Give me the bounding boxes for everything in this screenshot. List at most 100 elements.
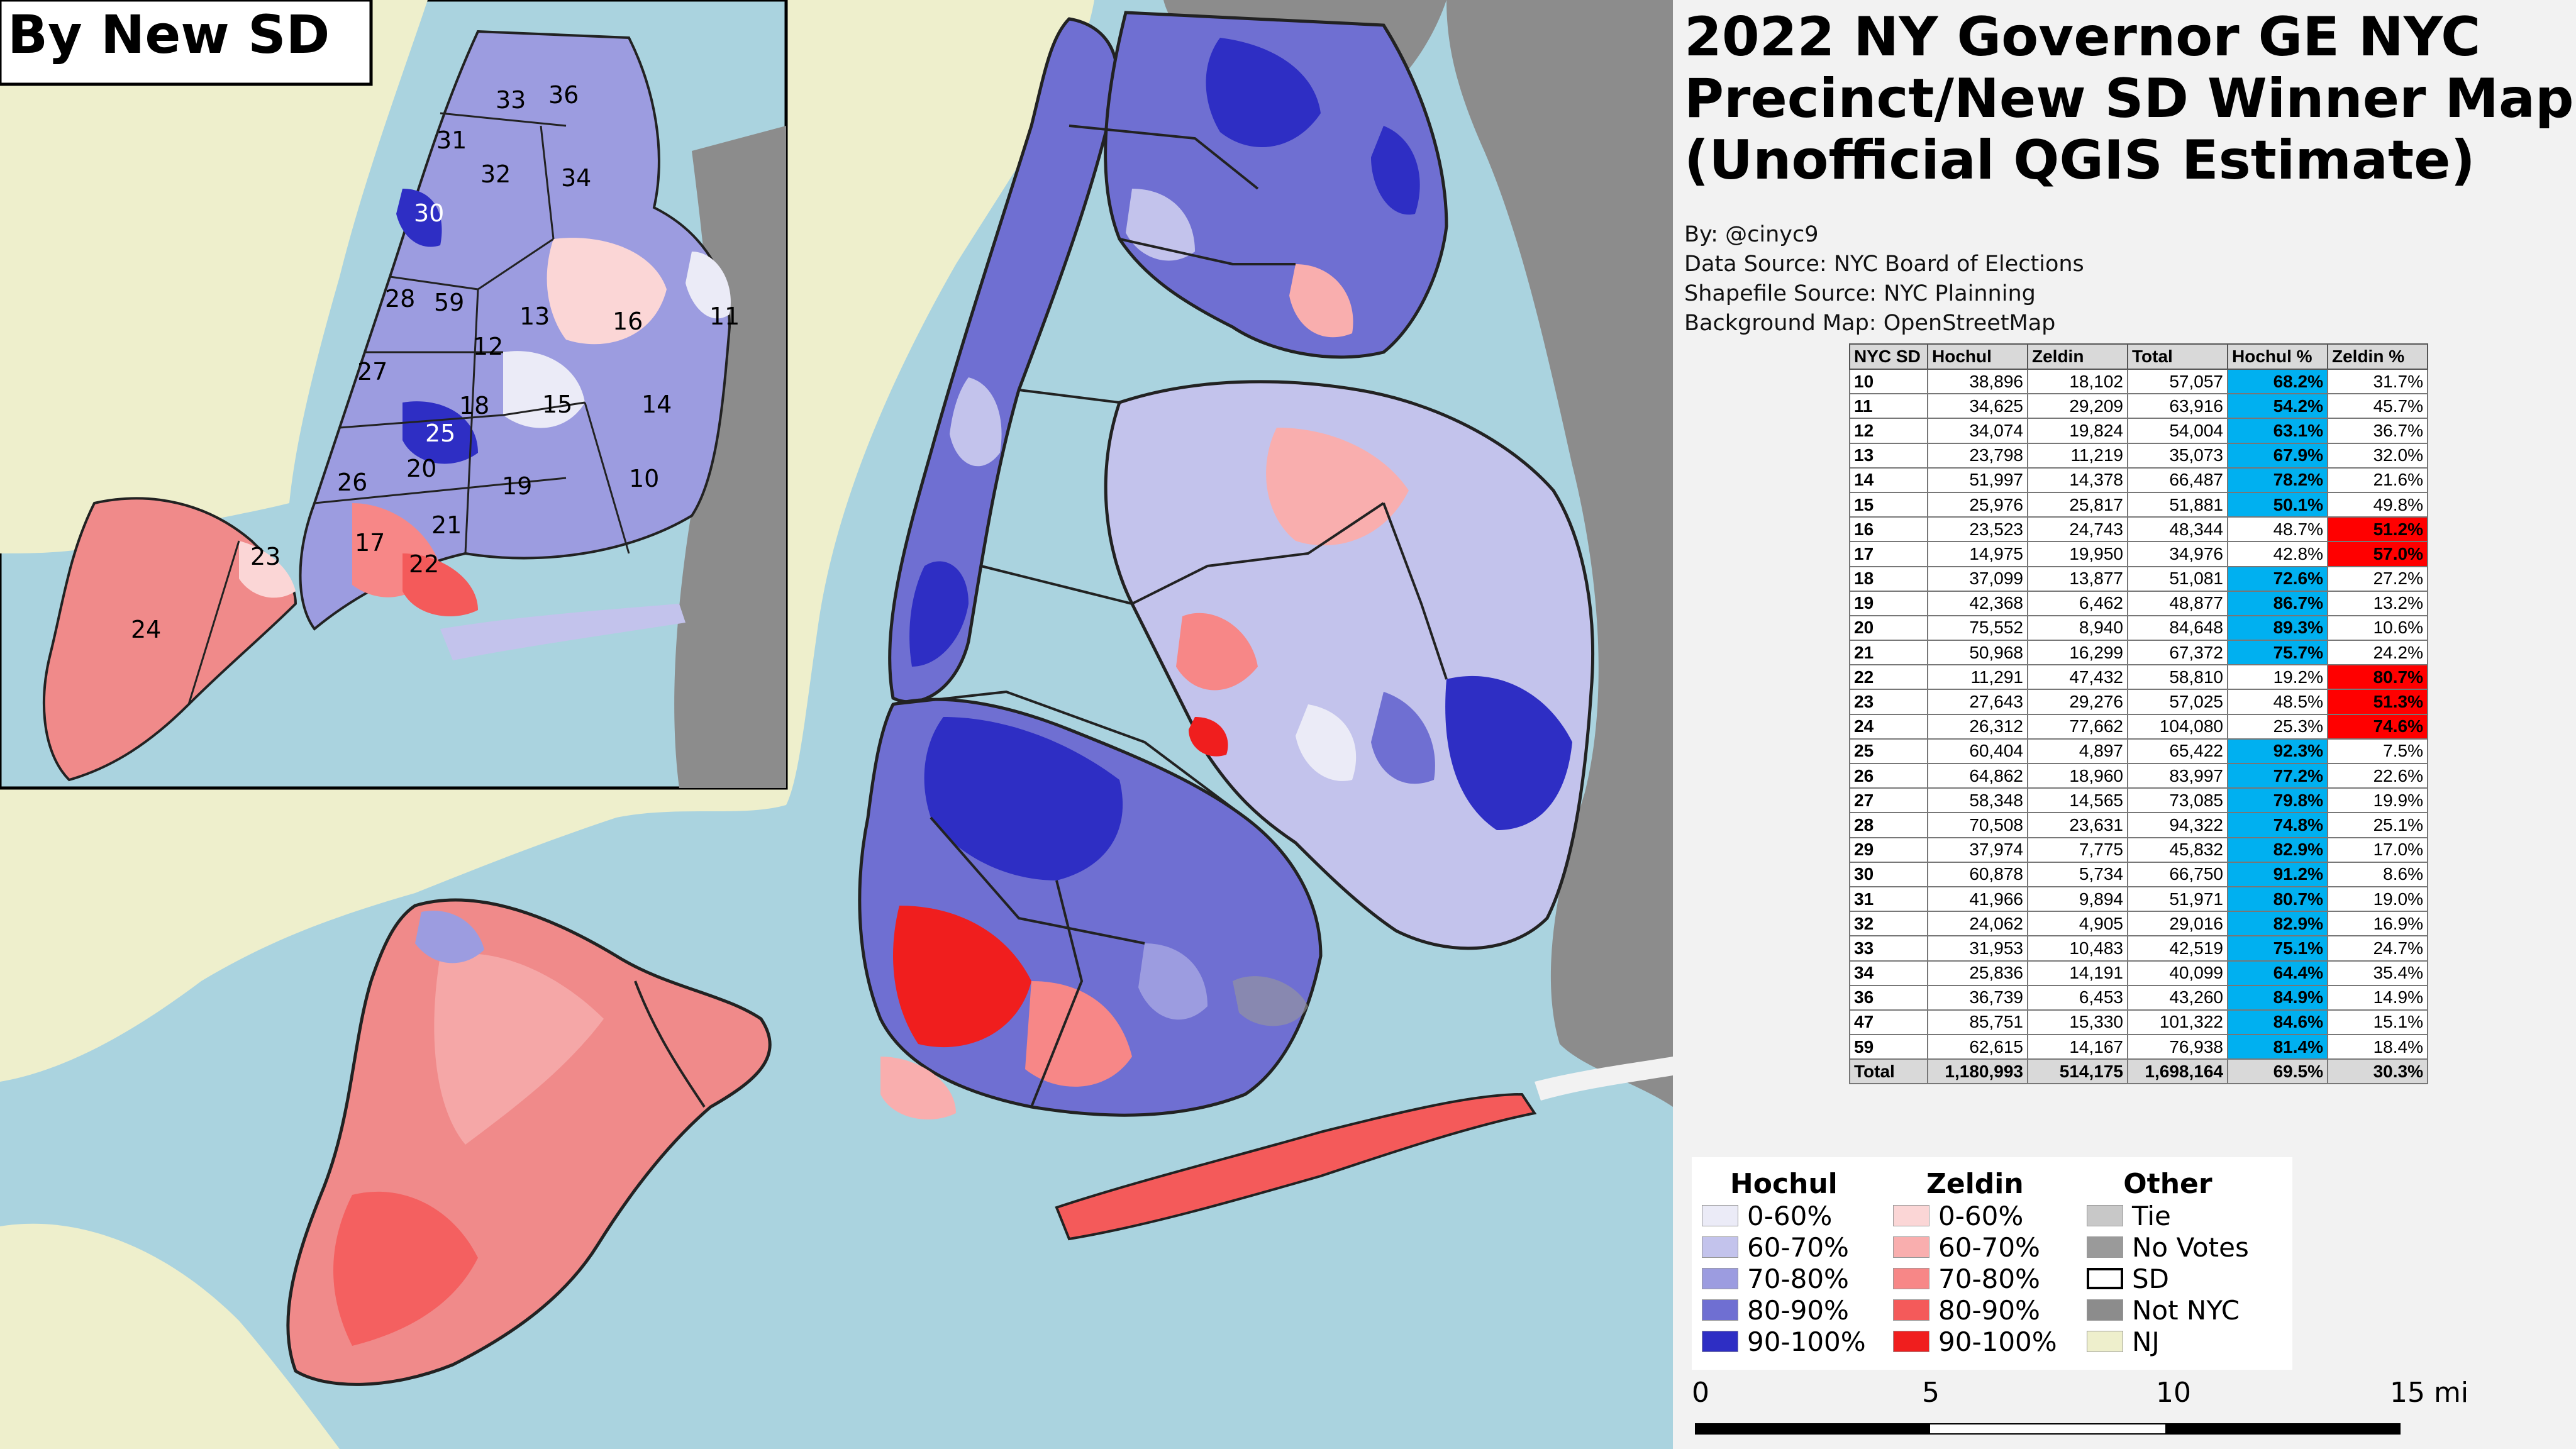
- table-row: 36 36,739 6,453 43,260 84.9% 14.9%: [1849, 984, 2428, 1011]
- table-cell-hochul: 42,368: [1927, 590, 2028, 616]
- table-cell-hochul: 64,862: [1927, 762, 2028, 789]
- author-credit: By: @cinyc9: [1684, 222, 1819, 247]
- table-cell-hochul-pct: 84.9%: [2227, 984, 2328, 1011]
- inset-map: By New SD 33 36 31 32 34 30 28 59 13 16 …: [0, 0, 788, 790]
- table-cell-hochul-pct: 89.3%: [2227, 614, 2328, 641]
- table-cell-zeldin: 14,378: [2027, 467, 2128, 493]
- scale-bar: 0 5 10 15 mi: [1692, 1377, 2572, 1446]
- shapefile-source-credit: Shapefile Source: NYC Plainning: [1684, 281, 2036, 306]
- legend-item: SD: [2087, 1263, 2249, 1294]
- table-cell-hochul-pct: 63.1%: [2227, 418, 2328, 444]
- inset-district-labels: 33 36 31 32 34 30 28 59 13 16 11 12 27 1…: [131, 81, 740, 643]
- table-cell-zeldin-pct: 15.1%: [2327, 1009, 2428, 1036]
- table-cell-sd: 20: [1849, 614, 1928, 641]
- legend-item: 80-90%: [1702, 1294, 1866, 1326]
- table-cell-hochul: 24,062: [1927, 911, 2028, 937]
- table-row: 14 51,997 14,378 66,487 78.2% 21.6%: [1849, 467, 2428, 493]
- table-cell-zeldin-pct: 74.6%: [2327, 713, 2428, 740]
- legend-item: 70-80%: [1702, 1263, 1866, 1294]
- table-cell-zeldin-pct: 7.5%: [2327, 738, 2428, 765]
- table-cell-hochul: 37,974: [1927, 836, 2028, 863]
- sd-label-34: 34: [561, 164, 591, 192]
- table-cell-sd: Total: [1849, 1058, 1928, 1085]
- table-cell-sd: 36: [1849, 984, 1928, 1011]
- table-cell-zeldin-pct: 21.6%: [2327, 467, 2428, 493]
- table-cell-zeldin-pct: 10.6%: [2327, 614, 2428, 641]
- table-cell-hochul: 51,997: [1927, 467, 2028, 493]
- table-cell-total: 43,260: [2127, 984, 2228, 1011]
- table-cell-hochul-pct: 75.1%: [2227, 935, 2328, 962]
- table-row: 59 62,615 14,167 76,938 81.4% 18.4%: [1849, 1034, 2428, 1060]
- table-cell-zeldin-pct: 24.7%: [2327, 935, 2428, 962]
- header-hochul-pct: Hochul %: [2227, 343, 2328, 370]
- legend: Hochul 0-60% 60-70% 70-80% 80-90% 90-100% Ze…: [1692, 1157, 2292, 1370]
- sd-label-12: 12: [473, 333, 503, 360]
- sd-label-59: 59: [434, 289, 464, 316]
- table-cell-zeldin: 5,734: [2027, 861, 2128, 887]
- table-cell-hochul-pct: 86.7%: [2227, 590, 2328, 616]
- table-cell-total: 63,916: [2127, 393, 2228, 419]
- table-cell-zeldin-pct: 57.0%: [2327, 541, 2428, 567]
- table-cell-zeldin-pct: 17.0%: [2327, 836, 2428, 863]
- table-cell-hochul-pct: 84.6%: [2227, 1009, 2328, 1036]
- table-cell-hochul: 58,348: [1927, 787, 2028, 814]
- table-cell-zeldin-pct: 32.0%: [2327, 442, 2428, 469]
- table-cell-zeldin: 47,432: [2027, 664, 2128, 691]
- title-line-2: Precinct/New SD Winner Map: [1684, 67, 2574, 130]
- table-cell-hochul: 85,751: [1927, 1009, 2028, 1036]
- table-cell-hochul: 62,615: [1927, 1034, 2028, 1060]
- table-cell-hochul: 38,896: [1927, 368, 2028, 395]
- scale-label-15: 15 mi: [2390, 1377, 2469, 1409]
- table-cell-sd: 23: [1849, 689, 1928, 715]
- legend-item: No Votes: [2087, 1231, 2249, 1263]
- table-cell-zeldin-pct: 36.7%: [2327, 418, 2428, 444]
- table-cell-total: 66,487: [2127, 467, 2228, 493]
- table-row: 22 11,291 47,432 58,810 19.2% 80.7%: [1849, 664, 2428, 691]
- table-row: 11 34,625 29,209 63,916 54.2% 45.7%: [1849, 393, 2428, 419]
- table-cell-total: 65,422: [2127, 738, 2228, 765]
- table-cell-zeldin: 16,299: [2027, 640, 2128, 666]
- table-cell-hochul-pct: 19.2%: [2227, 664, 2328, 691]
- table-cell-sd: 29: [1849, 836, 1928, 863]
- table-cell-hochul-pct: 75.7%: [2227, 640, 2328, 666]
- table-cell-zeldin-pct: 22.6%: [2327, 762, 2428, 789]
- table-cell-zeldin-pct: 24.2%: [2327, 640, 2428, 666]
- table-cell-hochul: 50,968: [1927, 640, 2028, 666]
- table-cell-sd: 59: [1849, 1034, 1928, 1060]
- jamaica-bay-island: [1233, 976, 1308, 1026]
- table-cell-sd: 27: [1849, 787, 1928, 814]
- table-cell-zeldin-pct: 18.4%: [2327, 1034, 2428, 1060]
- table-cell-sd: 34: [1849, 960, 1928, 986]
- legend-swatch: [1702, 1268, 1738, 1289]
- results-table: NYC SD Hochul Zeldin Total Hochul % Zeld…: [1849, 343, 2428, 1085]
- table-cell-total: 29,016: [2127, 911, 2228, 937]
- legend-swatch: [1702, 1236, 1738, 1258]
- scale-bar-graphic: [1695, 1423, 2401, 1435]
- table-cell-zeldin-pct: 35.4%: [2327, 960, 2428, 986]
- table-cell-total: 104,080: [2127, 713, 2228, 740]
- table-cell-total: 76,938: [2127, 1034, 2228, 1060]
- table-cell-zeldin: 7,775: [2027, 836, 2128, 863]
- legend-zeldin: Zeldin 0-60% 60-70% 70-80% 80-90% 90-100%: [1893, 1169, 2057, 1357]
- table-cell-zeldin-pct: 80.7%: [2327, 664, 2428, 691]
- table-cell-total: 57,025: [2127, 689, 2228, 715]
- info-panel: 2022 NY Governor GE NYC Precinct/New SD …: [1673, 0, 2576, 1449]
- table-row: 21 50,968 16,299 67,372 75.7% 24.2%: [1849, 640, 2428, 666]
- legend-swatch: [1893, 1236, 1929, 1258]
- table-cell-zeldin: 4,905: [2027, 911, 2128, 937]
- legend-label: Tie: [2132, 1200, 2171, 1231]
- table-cell-total: 84,648: [2127, 614, 2228, 641]
- legend-label: 80-90%: [1747, 1294, 1849, 1326]
- legend-other-heading: Other: [2123, 1168, 2212, 1200]
- table-cell-total: 83,997: [2127, 762, 2228, 789]
- table-cell-zeldin: 14,565: [2027, 787, 2128, 814]
- table-row: 33 31,953 10,483 42,519 75.1% 24.7%: [1849, 935, 2428, 962]
- legend-item: Not NYC: [2087, 1294, 2249, 1326]
- brooklyn: [858, 697, 1323, 1119]
- table-cell-sd: 10: [1849, 368, 1928, 395]
- table-cell-sd: 26: [1849, 762, 1928, 789]
- table-row: 28 70,508 23,631 94,322 74.8% 25.1%: [1849, 812, 2428, 838]
- table-row: 30 60,878 5,734 66,750 91.2% 8.6%: [1849, 861, 2428, 887]
- legend-item: 0-60%: [1893, 1200, 2057, 1231]
- table-cell-zeldin: 6,453: [2027, 984, 2128, 1011]
